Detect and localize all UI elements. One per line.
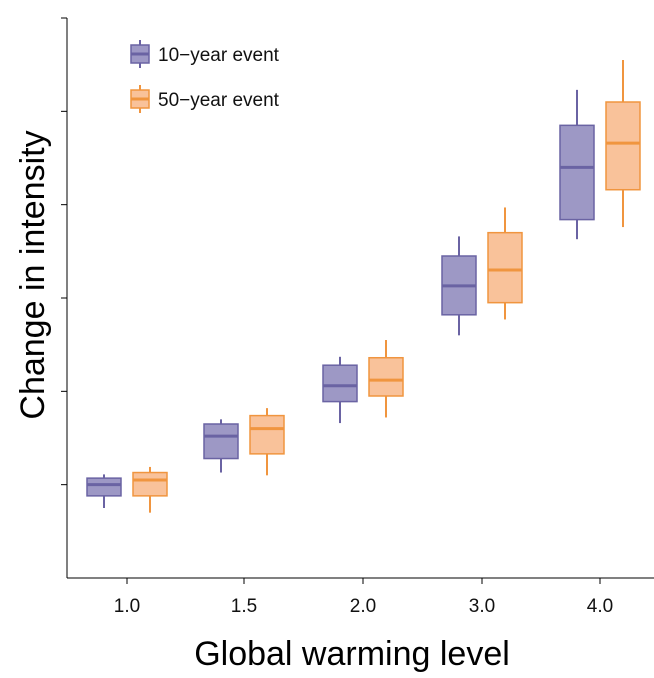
legend-item-10-year: 10−year event xyxy=(130,40,280,68)
legend: 10−year event 50−year event xyxy=(130,40,280,113)
y-axis xyxy=(61,17,68,578)
box-2.0 xyxy=(322,356,358,424)
series-50-year-boxes xyxy=(132,60,641,513)
box-2.0 xyxy=(368,340,404,418)
box-1.0 xyxy=(86,474,122,508)
x-tick-label: 3.0 xyxy=(469,596,495,617)
box-iqr xyxy=(368,356,404,397)
series-10-year-boxes xyxy=(86,89,595,508)
box-iqr xyxy=(559,124,595,221)
x-tick-label: 2.0 xyxy=(350,596,376,617)
legend-item-50-year: 50−year event xyxy=(130,85,280,113)
x-axis-title: Global warming level xyxy=(194,635,510,673)
box-iqr xyxy=(203,423,239,460)
box-iqr xyxy=(322,364,358,403)
box-iqr xyxy=(605,101,641,191)
x-tick-label: 1.5 xyxy=(231,596,257,617)
box-3.0 xyxy=(441,236,477,336)
legend-label: 50−year event xyxy=(158,90,280,111)
box-iqr xyxy=(249,414,285,455)
box-series-group xyxy=(86,60,641,513)
box-4.0 xyxy=(605,60,641,228)
box-4.0 xyxy=(559,89,595,240)
box-1.5 xyxy=(249,408,285,476)
box-1.5 xyxy=(203,419,239,473)
box-iqr xyxy=(132,471,168,497)
x-tick-label: 1.0 xyxy=(114,596,140,617)
y-axis-title: Change in intensity xyxy=(14,130,52,419)
x-tick-label: 4.0 xyxy=(587,596,613,617)
legend-label: 10−year event xyxy=(158,45,280,66)
box-1.0 xyxy=(132,466,168,513)
x-axis: 1.0 1.5 2.0 3.0 4.0 xyxy=(67,577,654,617)
box-iqr xyxy=(487,231,523,304)
box-iqr xyxy=(86,477,122,497)
box-3.0 xyxy=(487,207,523,320)
